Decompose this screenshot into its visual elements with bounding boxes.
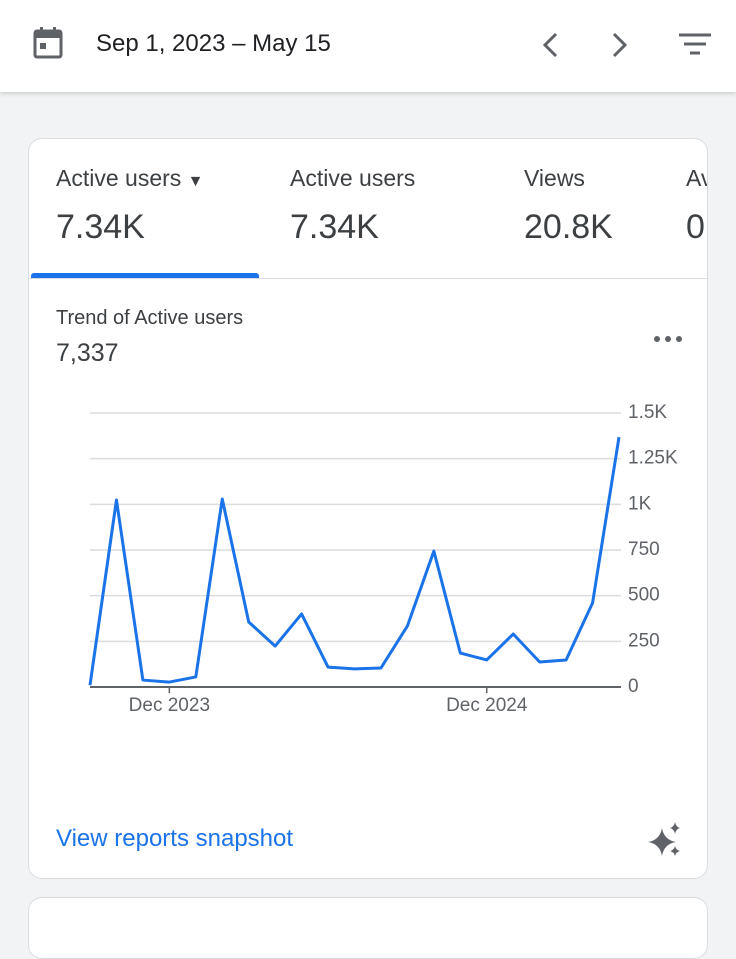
calendar-icon[interactable] bbox=[33, 27, 63, 59]
y-tick-label: 500 bbox=[628, 585, 660, 606]
sparkle-icon[interactable] bbox=[648, 822, 680, 856]
y-tick-label: 1.25K bbox=[628, 448, 678, 469]
tab-label: Views bbox=[524, 165, 585, 191]
y-tick-label: 250 bbox=[628, 630, 660, 651]
tab-label: Active users bbox=[290, 165, 416, 191]
tab-value: 7.34K bbox=[290, 208, 379, 246]
chart: 0 250 500 750 1K 1.25K 1.5K Dec 2023 Dec 2024 bbox=[88, 336, 682, 856]
more-button[interactable] bbox=[654, 336, 682, 342]
x-tick-label: Dec 2024 bbox=[446, 695, 528, 716]
chart-total: 7,337 bbox=[56, 339, 119, 367]
next-button[interactable] bbox=[612, 32, 628, 58]
header-icons bbox=[33, 27, 711, 59]
chart-title: Trend of Active users bbox=[56, 307, 244, 329]
y-tick-label: 1K bbox=[628, 493, 652, 514]
tab-label: Av bbox=[686, 165, 707, 191]
card: Active users ▼ 7.34K Active users 7.34K Vi… bbox=[28, 138, 708, 879]
tab-value: 7.34K bbox=[56, 208, 145, 246]
tab-indicator bbox=[31, 273, 259, 278]
report-link[interactable]: View reports snapshot bbox=[56, 825, 294, 852]
tab[interactable]: Views 20.8K bbox=[524, 165, 613, 247]
header: Sep 1, 2023 – May 15 bbox=[0, 0, 736, 92]
tab[interactable]: Active users 7.34K bbox=[290, 165, 415, 247]
divider bbox=[29, 278, 707, 279]
tab-value: 0 bbox=[686, 208, 705, 246]
tab[interactable]: Active users ▼ 7.34K bbox=[56, 165, 204, 247]
line bbox=[88, 436, 621, 686]
y-tick-label: 1.5K bbox=[628, 402, 667, 423]
prev-button[interactable] bbox=[542, 32, 558, 58]
y-tick-label: 750 bbox=[628, 539, 660, 560]
y-tick-label: 0 bbox=[628, 676, 639, 697]
filter-button[interactable] bbox=[679, 33, 711, 55]
tab-value: 20.8K bbox=[524, 208, 613, 246]
x-tick-label: Dec 2023 bbox=[129, 695, 210, 716]
tab-label: Active users bbox=[56, 165, 182, 191]
date-range[interactable]: Sep 1, 2023 – May 15 bbox=[96, 30, 331, 57]
dropdown-arrow[interactable]: ▼ bbox=[187, 173, 204, 190]
tab[interactable]: Av 0 bbox=[686, 165, 707, 247]
